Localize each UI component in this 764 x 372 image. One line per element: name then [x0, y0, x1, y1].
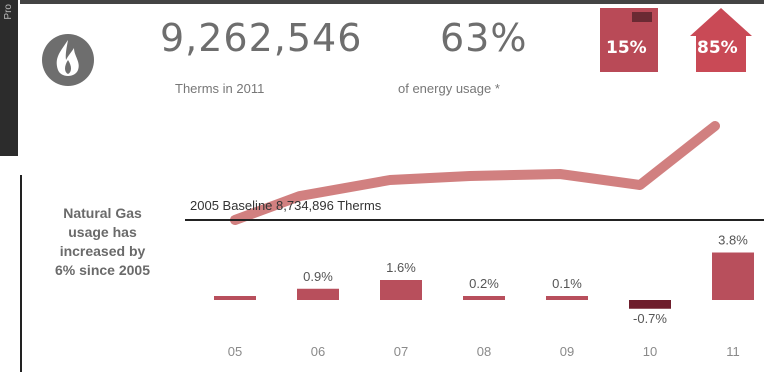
house-left-icon	[600, 8, 658, 72]
bar-11	[712, 252, 754, 300]
house-right-value: 85%	[697, 38, 738, 58]
bar-06	[297, 288, 339, 300]
bar-05	[214, 296, 256, 300]
side-note-line: Natural Gas	[63, 205, 142, 221]
x-tick-label-05: 05	[228, 344, 242, 359]
x-tick-label-10: 10	[643, 344, 657, 359]
flame-icon	[42, 34, 94, 86]
x-tick-label-07: 07	[394, 344, 408, 359]
left-divider	[20, 175, 22, 372]
energy-label: of energy usage *	[398, 81, 500, 96]
side-note-line: usage has	[68, 224, 137, 240]
baseline-label: 2005 Baseline 8,734,896 Therms	[190, 198, 382, 213]
house-right-icon	[690, 8, 752, 72]
bar-value-label-10: -0.7%	[633, 311, 667, 326]
baseline-rule	[185, 219, 764, 221]
therms-label: Therms in 2011	[175, 81, 265, 96]
bar-value-label-06: 0.9%	[303, 269, 333, 284]
therms-value: 9,262,546	[160, 16, 363, 60]
bar-value-label-08: 0.2%	[469, 276, 499, 291]
x-tick-label-06: 06	[311, 344, 325, 359]
bar-08	[463, 296, 505, 300]
side-note-line: 6% since 2005	[55, 262, 150, 278]
bar-10	[629, 300, 671, 309]
energy-percent: 63%	[440, 16, 528, 60]
side-tab: Pro	[0, 0, 18, 156]
x-tick-label-11: 11	[726, 344, 740, 359]
side-note-line: increased by	[59, 243, 146, 259]
bar-07	[380, 280, 422, 300]
bar-09	[546, 296, 588, 300]
house-left-value: 15%	[606, 38, 647, 58]
x-tick-label-09: 09	[560, 344, 574, 359]
side-note: Natural Gas usage has increased by 6% si…	[30, 204, 175, 280]
bar-value-label-11: 3.8%	[718, 233, 748, 248]
x-tick-label-08: 08	[477, 344, 491, 359]
top-divider	[20, 0, 764, 4]
bar-value-label-09: 0.1%	[552, 276, 582, 291]
bar-value-label-07: 1.6%	[386, 260, 416, 275]
